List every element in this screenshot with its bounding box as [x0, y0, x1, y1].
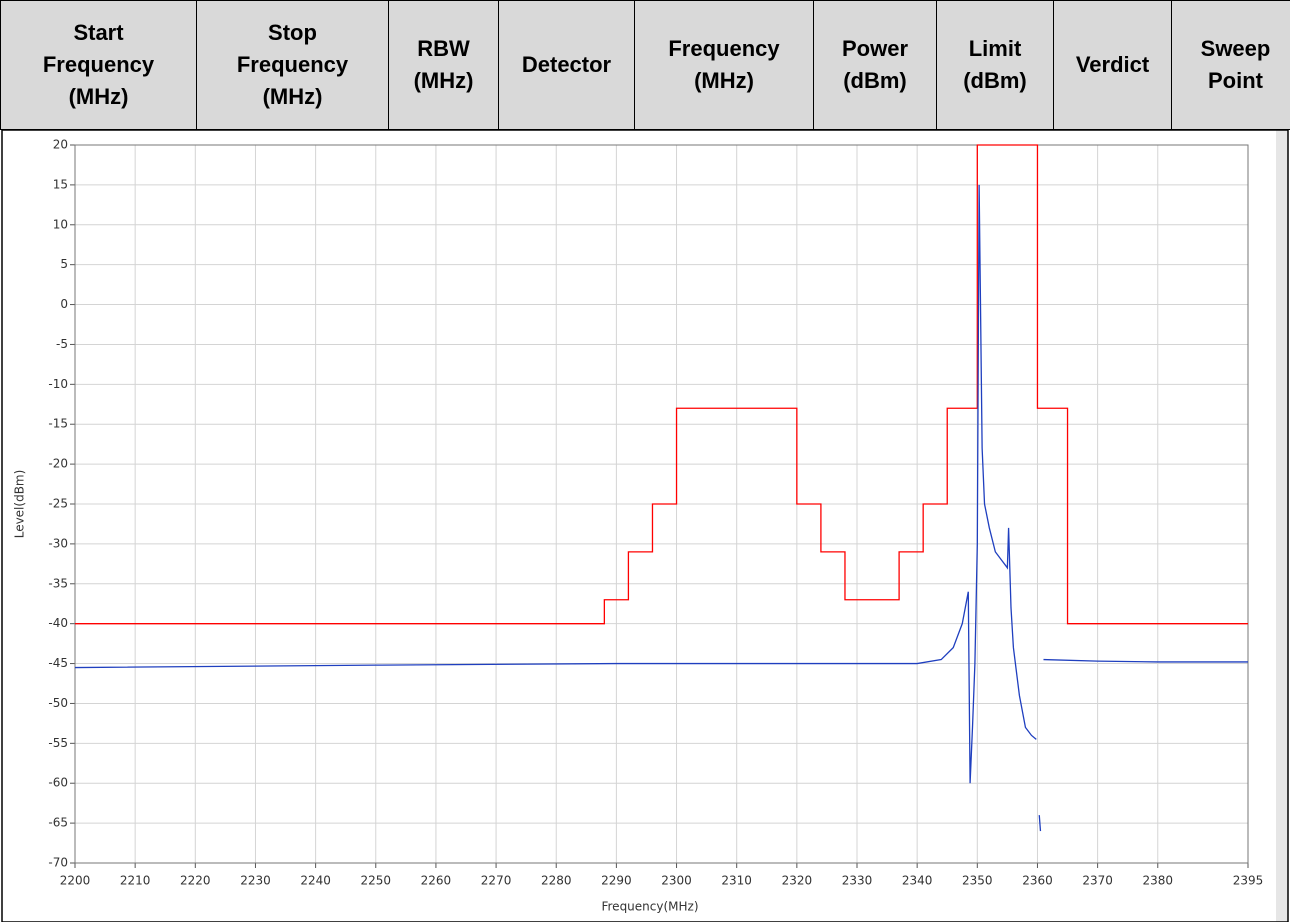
y-tick-label: -50	[48, 696, 68, 710]
y-tick-label: -60	[48, 776, 68, 790]
header-text: (MHz)	[68, 84, 129, 109]
header-text: Limit	[968, 36, 1022, 61]
x-tick-label: 2370	[1082, 874, 1113, 888]
header-text: (MHz)	[262, 84, 323, 109]
y-tick-label: -65	[48, 816, 68, 830]
x-tick-label: 2320	[782, 874, 813, 888]
header-text: RBW	[417, 36, 470, 61]
y-tick-label: -40	[48, 616, 68, 630]
x-tick-label: 2280	[541, 874, 572, 888]
x-tick-label: 2290	[601, 874, 632, 888]
x-tick-label: 2240	[300, 874, 331, 888]
y-tick-label: 10	[53, 217, 68, 231]
header-cell: Stop Frequency (MHz)	[196, 0, 389, 130]
header-text: (MHz)	[413, 68, 474, 93]
y-tick-label: -70	[48, 856, 68, 870]
x-tick-label: 2260	[421, 874, 452, 888]
y-axis-label: Level(dBm)	[13, 470, 27, 539]
plot-border	[74, 144, 1249, 864]
header-text: Sweep	[1200, 36, 1271, 61]
header-text: (dBm)	[963, 68, 1027, 93]
header-text: Start	[73, 20, 124, 45]
header-cell: Start Frequency (MHz)	[0, 0, 197, 130]
x-tick-label: 2220	[180, 874, 211, 888]
y-tick-label: 20	[53, 138, 68, 152]
y-tick-label: -25	[48, 497, 68, 511]
header-text: Frequency	[42, 52, 155, 77]
series-line	[75, 144, 1248, 625]
x-axis-label: Frequency(MHz)	[601, 900, 698, 914]
header-table: Start Frequency (MHz) Stop Frequency (MHz) RBW…	[0, 0, 1290, 130]
x-tick-label: 2230	[240, 874, 271, 888]
header-row: Start Frequency (MHz) Stop Frequency (MHz) RBW…	[0, 0, 1290, 130]
x-tick-label: 2200	[60, 874, 91, 888]
y-tick-label: -15	[48, 417, 68, 431]
side-strip	[1276, 130, 1288, 922]
header-text: Stop	[268, 20, 317, 45]
y-tick-label: -55	[48, 736, 68, 750]
y-tick-label: -35	[48, 576, 68, 590]
x-tick-label: 2395	[1233, 874, 1264, 888]
x-tick-label: 2380	[1142, 874, 1173, 888]
header-text: Power	[841, 36, 909, 61]
header-cell: Verdict	[1053, 0, 1172, 130]
x-tick-label: 2350	[962, 874, 993, 888]
y-tick-label: 0	[60, 297, 68, 311]
y-tick-label: -30	[48, 536, 68, 550]
header-cell: Power (dBm)	[813, 0, 937, 130]
header-cell: RBW (MHz)	[388, 0, 499, 130]
y-tick-label: 15	[53, 177, 68, 191]
header-cell: Sweep Point	[1171, 0, 1290, 130]
header-text: (MHz)	[694, 68, 754, 93]
x-tick-label: 2310	[721, 874, 752, 888]
x-tick-label: 2340	[902, 874, 933, 888]
y-tick-label: -45	[48, 656, 68, 670]
chart-frame	[1, 129, 1289, 922]
y-tick-label: 5	[60, 257, 68, 271]
x-tick-label: 2330	[842, 874, 873, 888]
header-text: (dBm)	[843, 68, 907, 93]
y-tick-label: -20	[48, 457, 68, 471]
header-text: Verdict	[1075, 52, 1150, 77]
header-cell: Frequency (MHz)	[634, 0, 814, 130]
x-tick-label: 2210	[120, 874, 151, 888]
x-tick-label: 2270	[481, 874, 512, 888]
x-tick-label: 2250	[360, 874, 391, 888]
header-text: Point	[1208, 68, 1263, 93]
header-text: Detector	[521, 52, 612, 77]
header-text: Frequency	[668, 36, 780, 61]
y-tick-label: -10	[48, 377, 68, 391]
header-cell: Detector	[498, 0, 635, 130]
y-tick-label: -5	[56, 337, 68, 351]
series-line	[74, 184, 1248, 832]
header-text: Frequency	[236, 52, 349, 77]
x-tick-label: 2360	[1022, 874, 1053, 888]
header-cell: Limit (dBm)	[936, 0, 1054, 130]
x-tick-label: 2300	[661, 874, 692, 888]
